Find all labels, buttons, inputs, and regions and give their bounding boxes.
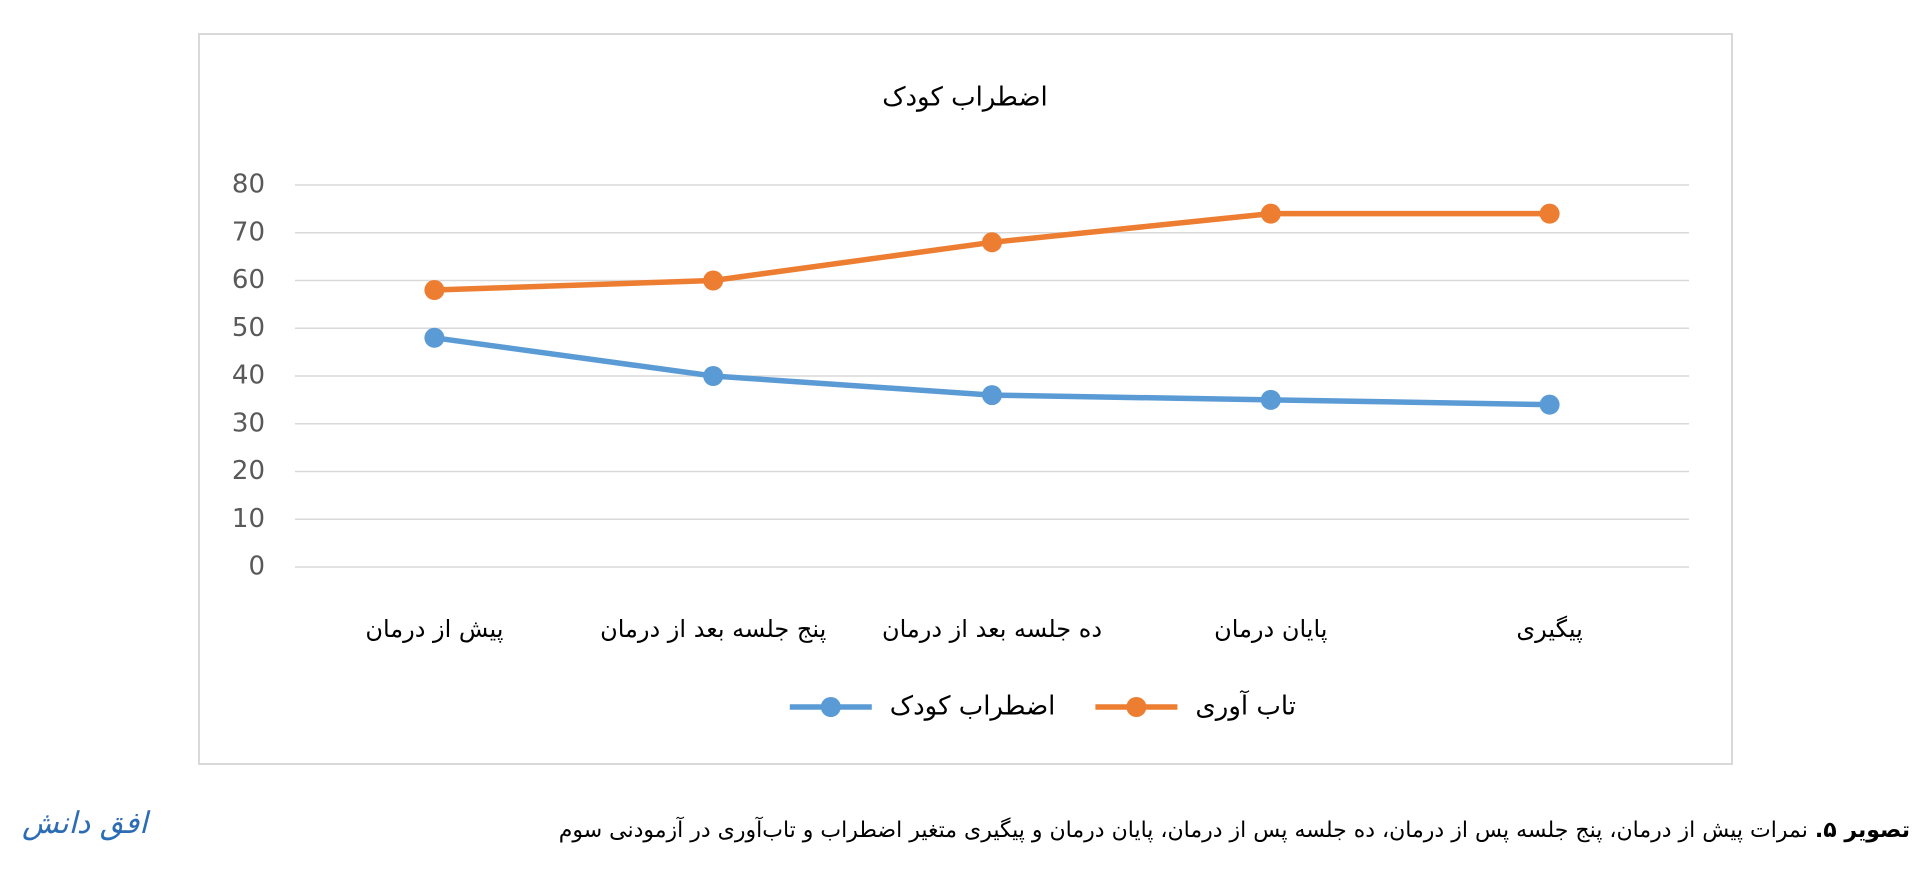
point: [424, 327, 445, 348]
x-tick-label: ده جلسه بعد از درمان: [882, 615, 1102, 643]
point: [982, 385, 1002, 406]
y-tick-label: 40: [232, 361, 265, 391]
point: [1539, 203, 1560, 224]
y-tick-label: 30: [232, 408, 265, 438]
point: [982, 232, 1002, 253]
point: [1539, 394, 1560, 415]
y-tick-label: 0: [248, 552, 265, 582]
chart-frame: [198, 33, 1733, 765]
logo: افق دانش: [22, 806, 148, 841]
point: [424, 280, 445, 301]
chart: اضطراب کودک 0 10 20 30 40 50 60 70 80 پیش از درما…: [198, 33, 1733, 765]
chart-title: اضطراب کودک: [882, 83, 1048, 113]
point: [703, 270, 724, 291]
y-tick-label: 10: [232, 504, 265, 534]
point: [1260, 203, 1281, 224]
y-tick-label: 70: [232, 217, 265, 247]
legend-marker: [1126, 697, 1147, 717]
point: [1260, 389, 1281, 410]
point: [703, 366, 724, 386]
y-tick-label: 60: [232, 265, 265, 295]
y-tick-label: 80: [232, 170, 265, 200]
caption-label: تصویر ۵.: [1814, 818, 1910, 843]
legend-label: تاب آوری: [1195, 690, 1296, 722]
x-tick-label: پیگیری: [1516, 615, 1582, 643]
x-tick-label: پیش از درمان: [365, 615, 503, 643]
x-tick-label: پنج جلسه بعد از درمان: [600, 615, 826, 643]
legend-label: اضطراب کودک: [890, 692, 1056, 722]
y-tick-label: 50: [232, 313, 265, 343]
y-tick-label: 20: [232, 456, 265, 486]
caption-text: نمرات پیش از درمان، پنج جلسه پس از درمان…: [558, 818, 1808, 843]
legend-marker: [820, 697, 841, 717]
x-tick-label: پایان درمان: [1214, 615, 1327, 643]
caption: تصویر ۵. نمرات پیش از درمان، پنج جلسه پس…: [559, 818, 1910, 843]
